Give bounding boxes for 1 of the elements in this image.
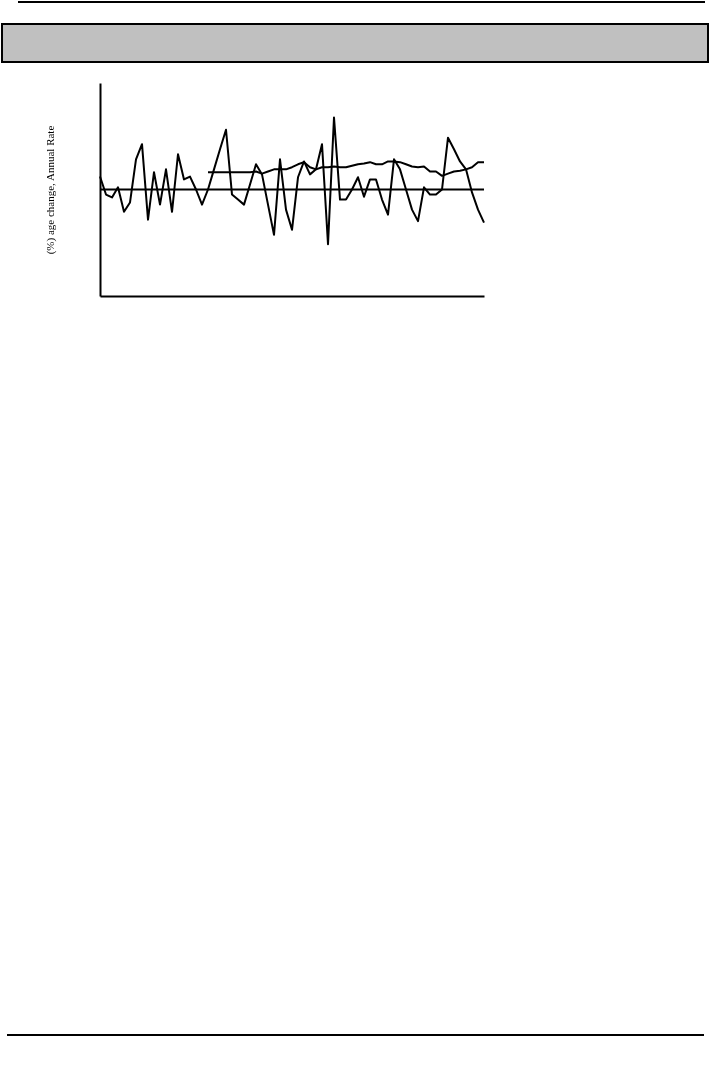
y-axis-title: (%) age change, Annual Rate xyxy=(43,125,57,255)
